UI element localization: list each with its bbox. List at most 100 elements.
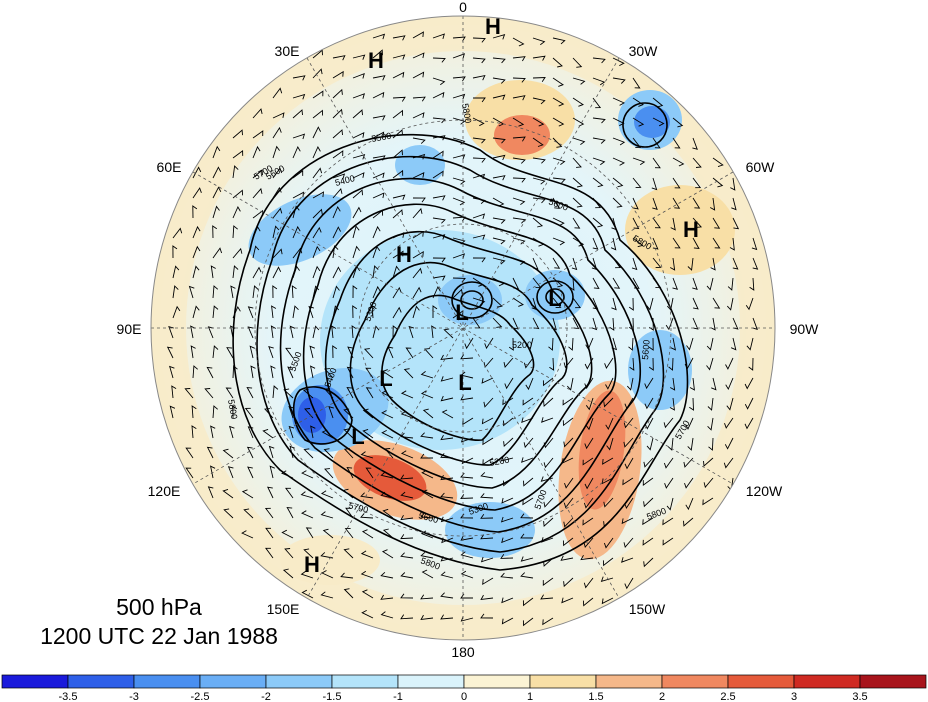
wind-barb [583,537,594,549]
wind-barb [360,570,374,579]
wind-barb [644,397,654,410]
colorbar-box [859,674,927,689]
wind-barb [525,377,534,391]
wind-barb [668,357,674,371]
wind-barb [572,237,585,247]
wind-barb [282,568,294,579]
wind-barb [212,345,219,359]
wind-barb [601,477,614,485]
wind-barb [332,206,341,219]
wind-barb [543,457,554,469]
wind-barb [252,169,263,179]
wind-barb [592,157,606,166]
wind-barb [320,591,334,599]
wind-barb [689,397,694,411]
wind-barb [670,337,677,351]
wind-barb [272,225,280,239]
wind-barb [392,149,403,159]
wind-barb [472,74,486,81]
wind-barb [552,157,566,165]
wind-barb [392,209,403,219]
wind-barb [420,371,434,379]
wind-barb [432,150,444,159]
colorbar-box [661,674,729,689]
wind-barb [382,528,394,539]
wind-barb [321,429,334,439]
low-center: L [458,370,471,395]
wind-barb [644,417,654,430]
lon-label-60e: 60E [157,159,182,175]
wind-barb [400,614,414,620]
wind-barb [632,177,642,189]
wind-barb [612,257,621,269]
wind-barb [541,537,554,543]
wind-barb [692,297,699,310]
wind-barb [473,97,486,103]
wind-barb [372,225,381,239]
wind-barb [332,245,339,259]
wind-barb [683,457,694,468]
wind-barb [392,54,406,60]
wind-barb [611,337,618,351]
wind-barb [292,170,304,179]
wind-barb [232,225,238,239]
wind-barb [301,589,314,599]
colorbar-box [397,674,465,689]
wind-barb [346,386,354,399]
colorbar-tick-label: -2.5 [191,691,210,702]
wind-barb [669,397,675,411]
wind-barb [441,537,454,544]
wind-barb [628,317,634,331]
wind-barb [206,446,214,459]
wind-barb [521,457,534,463]
wind-barb [563,517,574,528]
wind-barb [752,257,759,270]
wind-barb [362,408,374,419]
wind-barb [500,456,514,462]
wind-barb [532,37,546,46]
high-center: H [683,217,699,242]
wind-barb [232,247,243,259]
wind-barb [648,357,654,371]
wind-barb [572,57,583,68]
wind-barb [340,572,354,579]
wind-barb [480,556,494,563]
wind-barb [592,277,600,290]
wind-barb [512,297,524,307]
wind-barb [285,487,294,499]
wind-barb [669,257,676,271]
wind-barb [384,448,394,459]
lon-label-60w: 60W [746,159,776,175]
wind-barb [648,337,654,351]
wind-barb [292,75,306,81]
wind-barb [585,417,594,431]
wind-barb [512,217,526,224]
wind-barb [472,157,486,163]
wind-barb [632,97,644,107]
wind-barb [711,377,717,391]
wind-barb [592,117,606,124]
wind-barb [372,155,386,161]
wind-barb [480,594,494,601]
wind-barb [420,453,433,459]
lon-label-90e: 90E [117,321,142,337]
wind-barb [732,217,740,230]
wind-barb [492,137,506,144]
wind-barb [412,153,426,160]
lon-label-120w: 120W [746,483,783,499]
wind-barb [232,150,244,159]
wind-barb [572,117,585,127]
wind-barb [709,197,716,211]
wind-barb [185,447,194,459]
wind-barb [360,550,374,559]
height-contours [232,102,689,571]
wind-barb [726,397,734,411]
wind-barb [241,489,254,499]
wind-barb [501,597,514,604]
wind-barb [372,172,385,179]
wind-barb [572,97,584,107]
high-center: H [368,48,384,73]
wind-barb [272,385,279,399]
wind-barb [724,437,734,450]
wind-barb [532,237,545,247]
